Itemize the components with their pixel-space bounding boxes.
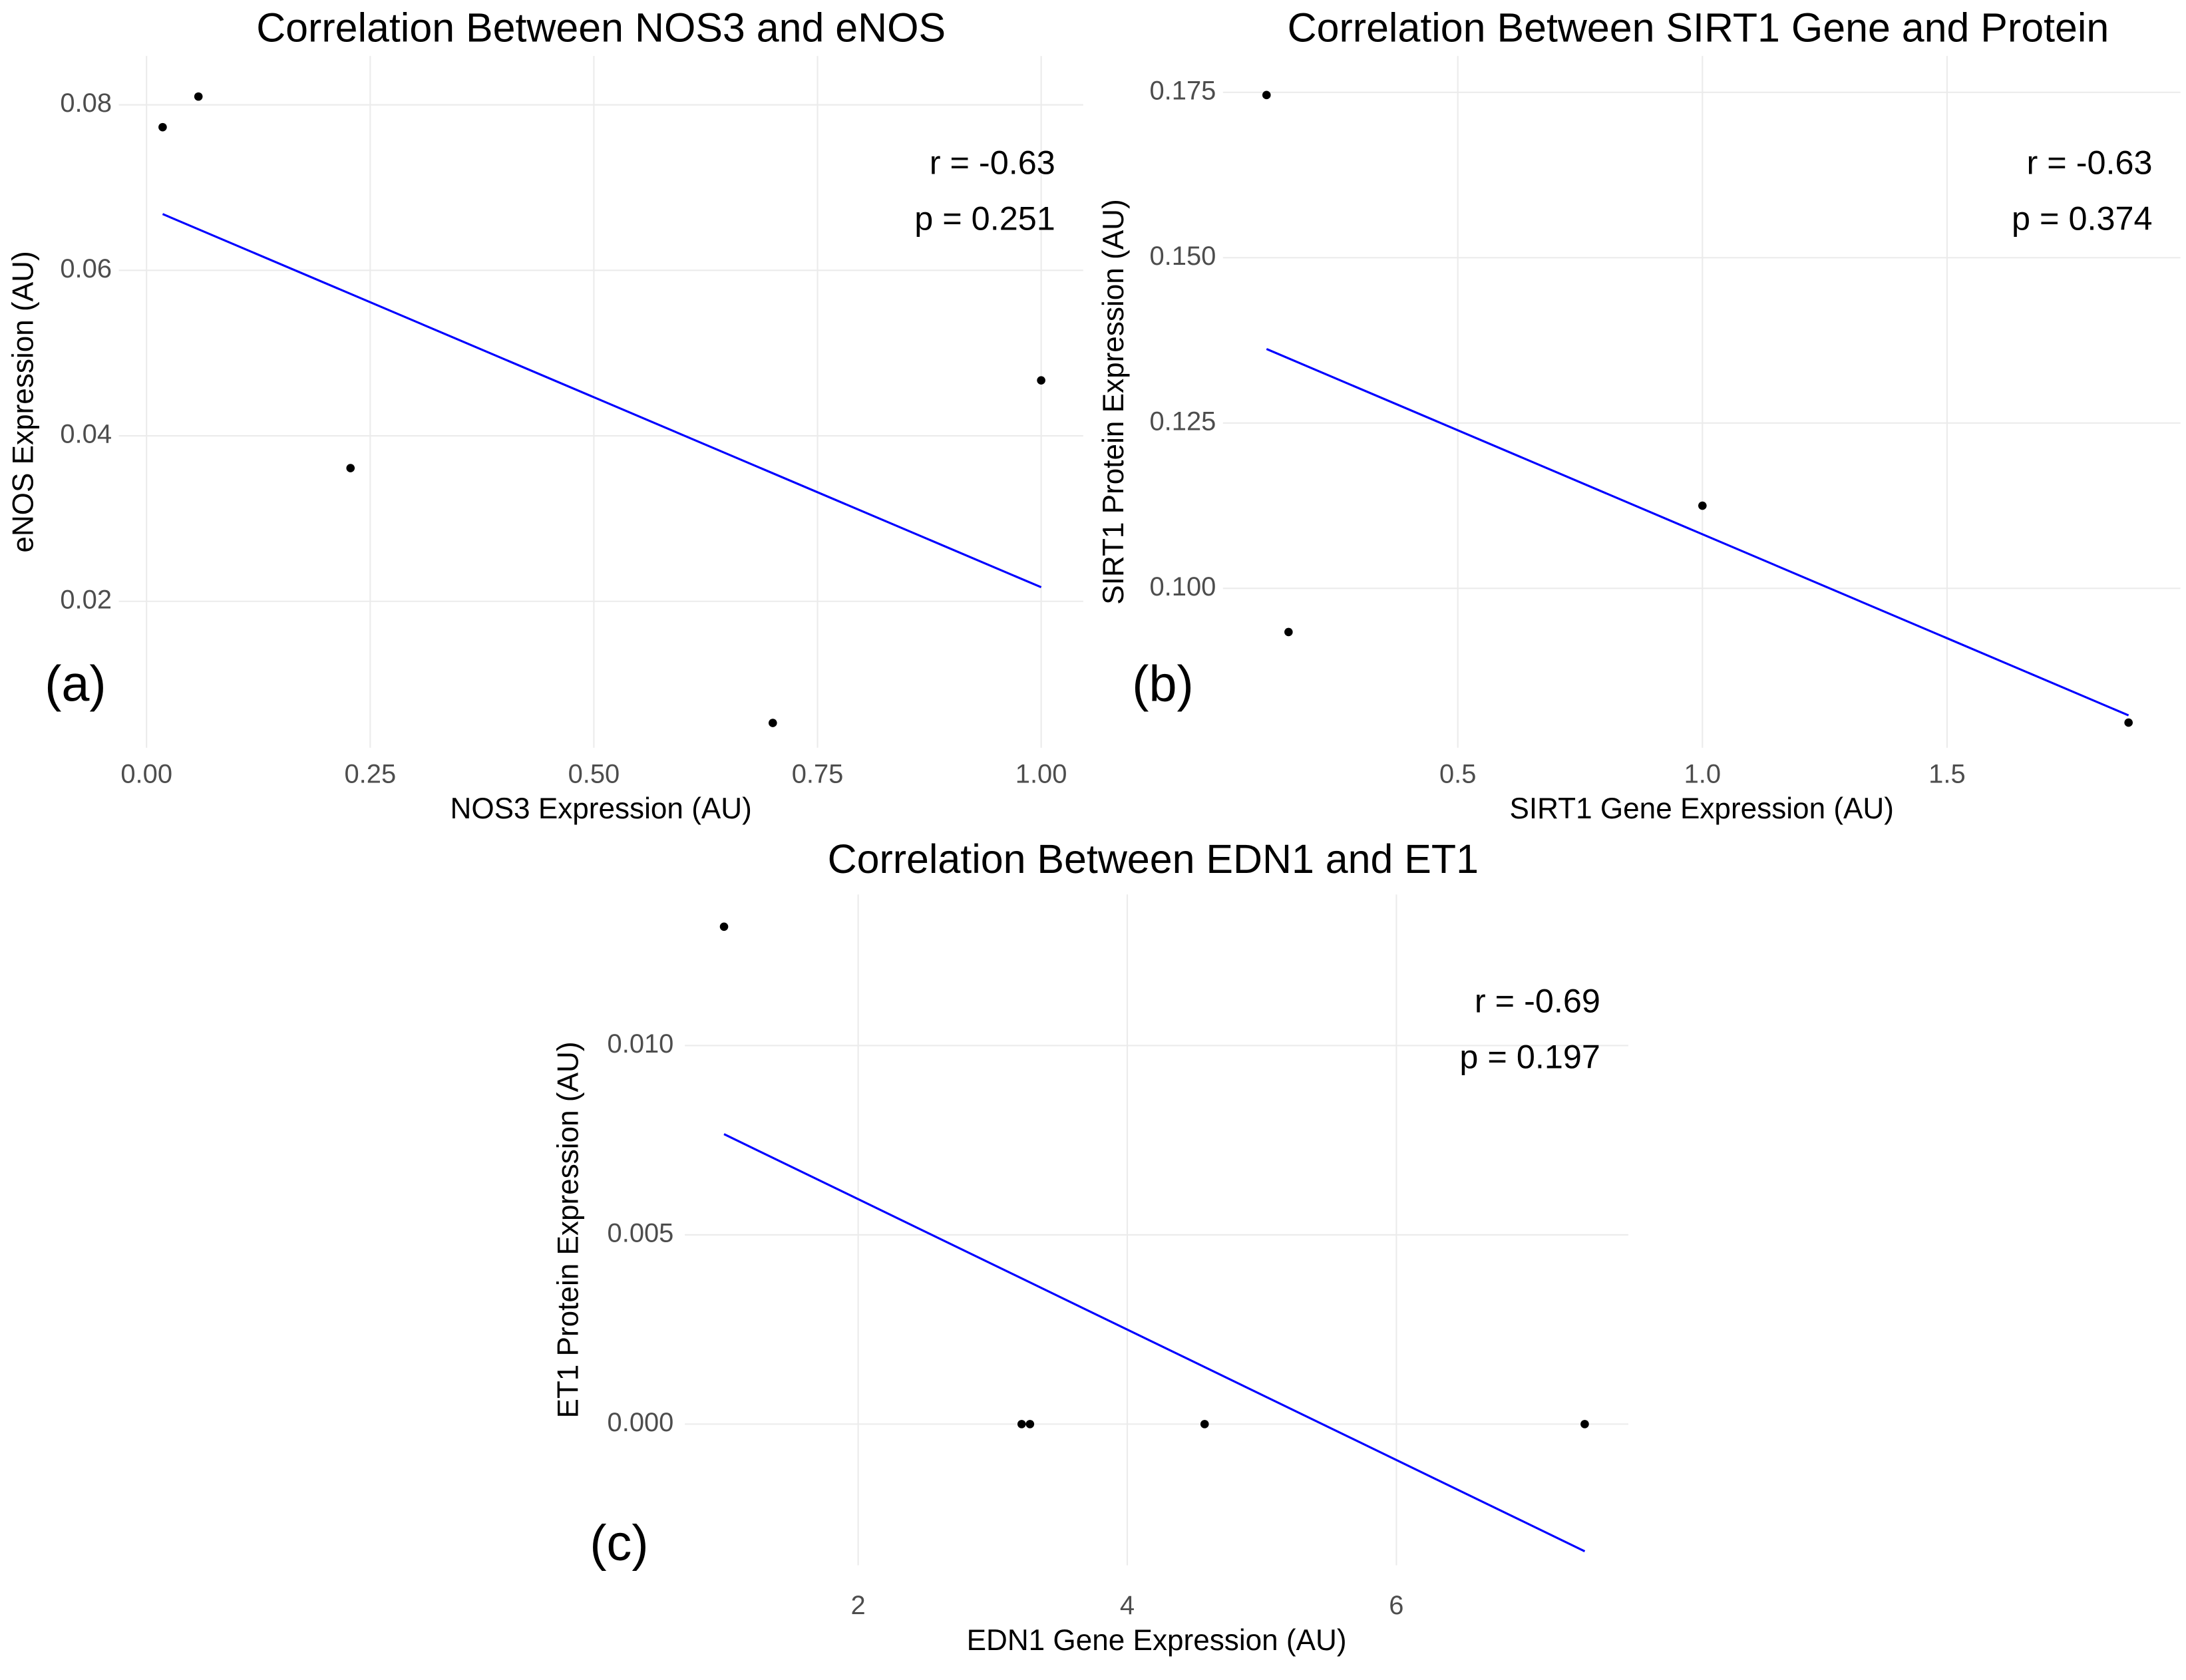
x-tick-label: 2	[851, 1591, 866, 1620]
point	[1284, 627, 1293, 637]
annotation: r = -0.63	[930, 143, 1055, 181]
point	[719, 922, 729, 931]
x-tick-label: 1.00	[1015, 759, 1067, 788]
x-axis-label: EDN1 Gene Expression (AU)	[967, 1624, 1347, 1657]
x-tick-label: 0.25	[344, 759, 396, 788]
annotation: p = 0.251	[914, 199, 1055, 237]
annotation: r = -0.63	[2027, 143, 2153, 181]
point	[194, 92, 203, 101]
y-axis-label: ET1 Protein Expression (AU)	[552, 1041, 585, 1418]
point	[1037, 376, 1045, 385]
x-tick-label: 1.0	[1684, 759, 1721, 788]
x-tick-label: 0.50	[568, 759, 620, 788]
panel-label: (b)	[1132, 657, 1193, 713]
y-tick-label: 0.150	[1150, 242, 1216, 271]
point	[158, 122, 167, 132]
annotation: r = -0.69	[1475, 982, 1600, 1020]
y-tick-label: 0.02	[60, 585, 112, 614]
chart-title: Correlation Between SIRT1 Gene and Prote…	[1288, 5, 2109, 50]
point	[346, 464, 355, 472]
point	[1580, 1420, 1589, 1428]
point	[1200, 1420, 1209, 1428]
y-tick-label: 0.06	[60, 254, 112, 283]
point	[1017, 1420, 1026, 1428]
annotation: p = 0.197	[1459, 1038, 1600, 1076]
point	[1025, 1420, 1035, 1428]
x-axis-label: SIRT1 Gene Expression (AU)	[1509, 792, 1894, 825]
y-tick-label: 0.100	[1150, 572, 1216, 601]
y-tick-label: 0.175	[1150, 76, 1216, 105]
x-tick-label: 0.75	[792, 759, 844, 788]
x-tick-label: 4	[1120, 1591, 1135, 1620]
x-tick-label: 0.00	[120, 759, 172, 788]
y-tick-label: 0.000	[608, 1408, 674, 1437]
panel-label: (c)	[590, 1516, 648, 1572]
point	[1698, 501, 1707, 510]
trend-line	[1266, 348, 2129, 717]
trend-line	[162, 213, 1042, 589]
point	[768, 719, 777, 727]
point	[2124, 718, 2133, 727]
point	[1262, 90, 1271, 100]
y-tick-label: 0.010	[608, 1029, 674, 1059]
y-tick-label: 0.08	[60, 88, 112, 118]
x-tick-label: 0.5	[1439, 759, 1476, 788]
annotation: p = 0.374	[2012, 199, 2153, 237]
panel-label: (a)	[45, 657, 106, 713]
x-tick-label: 1.5	[1928, 759, 1965, 788]
y-tick-label: 0.005	[608, 1218, 674, 1248]
y-tick-label: 0.125	[1150, 407, 1216, 436]
y-tick-label: 0.04	[60, 420, 112, 449]
x-axis-label: NOS3 Expression (AU)	[451, 792, 752, 825]
trend-line	[723, 1133, 1586, 1552]
chart-title: Correlation Between EDN1 and ET1	[828, 836, 1479, 882]
chart-title: Correlation Between NOS3 and eNOS	[256, 5, 946, 50]
y-axis-label: SIRT1 Protein Expression (AU)	[1097, 199, 1130, 604]
x-tick-label: 6	[1389, 1591, 1403, 1620]
y-axis-label: eNOS Expression (AU)	[7, 251, 39, 552]
